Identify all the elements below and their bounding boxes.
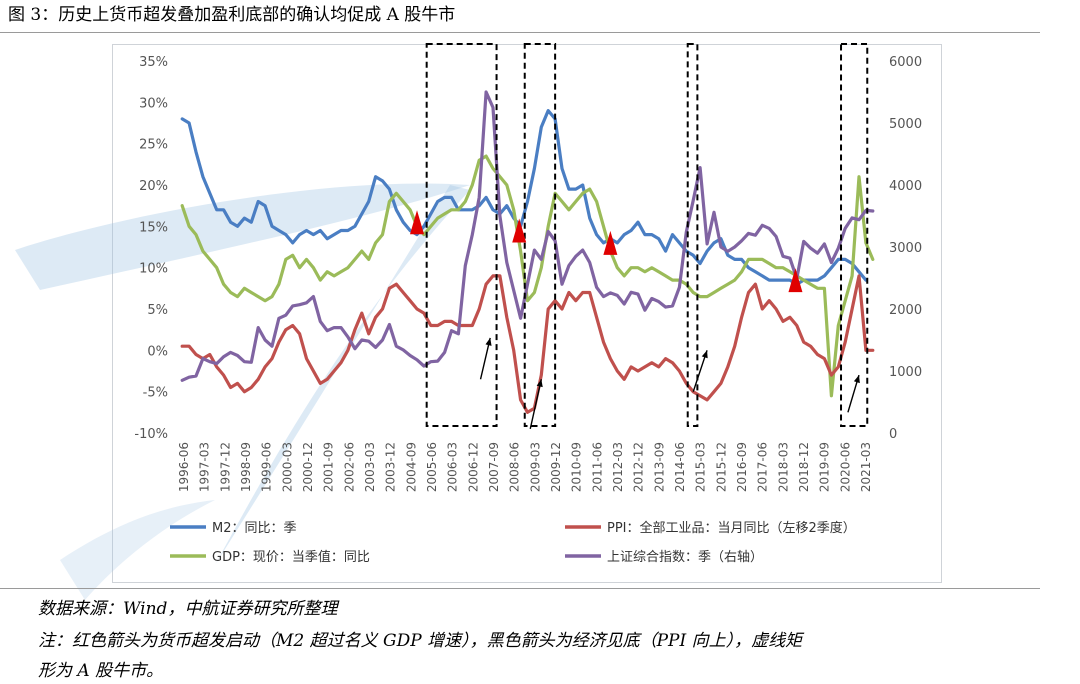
footnote-line-1: 注：红色箭头为货币超发启动（M2 超过名义 GDP 增速），黑色箭头为经济见底（… xyxy=(38,631,803,651)
footnote-line-2: 形为 A 股牛市。 xyxy=(38,661,164,681)
red-arrow-marker xyxy=(512,218,527,243)
figure-title: 图 3：历史上货币超发叠加盈利底部的确认均促成 A 股牛市 xyxy=(8,5,456,25)
right-tick-label: 1000 xyxy=(889,365,922,380)
left-tick-label: 0% xyxy=(147,344,168,359)
bottom-rule xyxy=(0,588,1040,589)
chart-legend: M2：同比：季 PPI：全部工业品：当月同比（左移2季度） GDP：现价：当季值：同… xyxy=(170,520,856,565)
x-tick-label: 2021-03 xyxy=(859,442,873,492)
x-tick-label: 2015-03 xyxy=(694,442,708,492)
legend-label-m2: M2：同比：季 xyxy=(212,521,297,536)
left-tick-label: -10% xyxy=(134,427,168,442)
black-arrow-head xyxy=(701,350,708,359)
x-tick-label: 2006-03 xyxy=(446,442,460,492)
x-tick-label: 2018-12 xyxy=(797,442,811,492)
x-tick-label: 1999-06 xyxy=(260,442,274,492)
x-tick-label: 2001-09 xyxy=(322,442,336,492)
x-tick-label: 2005-06 xyxy=(425,442,439,492)
bull-market-box xyxy=(686,43,699,427)
x-tick-label: 1998-09 xyxy=(239,442,253,492)
right-tick-label: 3000 xyxy=(889,241,922,256)
left-tick-label: 20% xyxy=(139,179,168,194)
black-arrow-head xyxy=(853,375,860,384)
x-tick-label: 2009-12 xyxy=(549,442,563,492)
series-line-gdp xyxy=(180,154,875,398)
left-axis-ticks: 35% 30% 25% 20% 15% 10% 5% 0% -5% -10% xyxy=(134,55,168,442)
watermark-swoosh xyxy=(15,183,470,290)
left-tick-label: 10% xyxy=(139,262,168,277)
right-tick-label: 6000 xyxy=(889,55,922,70)
right-tick-label: 4000 xyxy=(889,179,922,194)
legend-label-gdp: GDP：现价：当季值：同比 xyxy=(212,549,370,565)
x-tick-label: 2017-06 xyxy=(756,442,770,492)
red-arrow-marker xyxy=(410,210,425,235)
left-tick-label: 15% xyxy=(139,220,168,235)
x-tick-label: 2007-09 xyxy=(487,442,501,492)
x-tick-label: 2015-12 xyxy=(714,442,728,492)
x-tick-label: 2011-06 xyxy=(590,442,604,492)
black-arrow-line xyxy=(529,379,542,430)
x-tick-label: 2019-09 xyxy=(818,442,832,492)
x-tick-label: 2006-12 xyxy=(466,442,480,492)
right-axis-ticks: 6000 5000 4000 3000 2000 1000 0 xyxy=(889,55,922,442)
series-line-ppi xyxy=(180,274,875,414)
black-arrow-head xyxy=(485,337,492,346)
x-tick-label: 2000-12 xyxy=(301,442,315,492)
bull-market-box xyxy=(425,43,498,427)
x-tick-label: 2020-06 xyxy=(838,442,852,492)
x-tick-label: 2004-09 xyxy=(404,442,418,492)
x-tick-label: 2002-06 xyxy=(342,442,356,492)
x-tick-label: 2012-03 xyxy=(611,442,625,492)
right-tick-label: 2000 xyxy=(889,303,922,318)
x-tick-label: 2003-03 xyxy=(363,442,377,492)
x-tick-label: 2010-09 xyxy=(570,442,584,492)
left-tick-label: 25% xyxy=(139,138,168,153)
source-note: 数据来源：Wind，中航证券研究所整理 xyxy=(38,599,338,619)
watermark-logo xyxy=(15,183,470,600)
x-tick-label: 2014-06 xyxy=(673,442,687,492)
bull-market-box xyxy=(523,43,557,427)
x-tick-label: 1997-03 xyxy=(198,442,212,492)
x-axis-ticks: 1996-06 1997-03 1997-12 1998-09 1999-06 2000-… xyxy=(177,442,873,492)
bull-market-boxes xyxy=(425,43,869,427)
x-tick-label: 2008-06 xyxy=(508,442,522,492)
x-tick-label: 2013-09 xyxy=(652,442,666,492)
black-arrow-head xyxy=(536,379,543,388)
x-tick-label: 2016-09 xyxy=(735,442,749,492)
x-tick-label: 2012-12 xyxy=(632,442,646,492)
left-tick-label: -5% xyxy=(143,386,168,401)
watermark-tail xyxy=(60,500,215,600)
x-tick-label: 1996-06 xyxy=(177,442,191,492)
bull-market-box xyxy=(840,43,869,427)
series-line-sh xyxy=(180,90,875,382)
series-lines xyxy=(180,90,875,414)
red-arrow-marker xyxy=(788,268,803,293)
right-tick-label: 5000 xyxy=(889,117,922,132)
left-tick-label: 30% xyxy=(139,96,168,111)
red-arrow-marker xyxy=(603,230,618,255)
x-tick-label: 2018-03 xyxy=(776,442,790,492)
x-tick-label: 2000-03 xyxy=(280,442,294,492)
arrow-markers xyxy=(410,210,860,430)
title-rule xyxy=(0,32,1040,33)
x-tick-label: 2003-12 xyxy=(384,442,398,492)
x-tick-label: 1997-12 xyxy=(218,442,232,492)
legend-label-sh: 上证综合指数：季（右轴） xyxy=(607,550,763,565)
left-tick-label: 35% xyxy=(139,55,168,70)
left-tick-label: 5% xyxy=(147,303,168,318)
right-tick-label: 0 xyxy=(889,427,897,442)
legend-label-ppi: PPI：全部工业品：当月同比（左移2季度） xyxy=(607,520,856,536)
x-tick-label: 2009-03 xyxy=(528,442,542,492)
